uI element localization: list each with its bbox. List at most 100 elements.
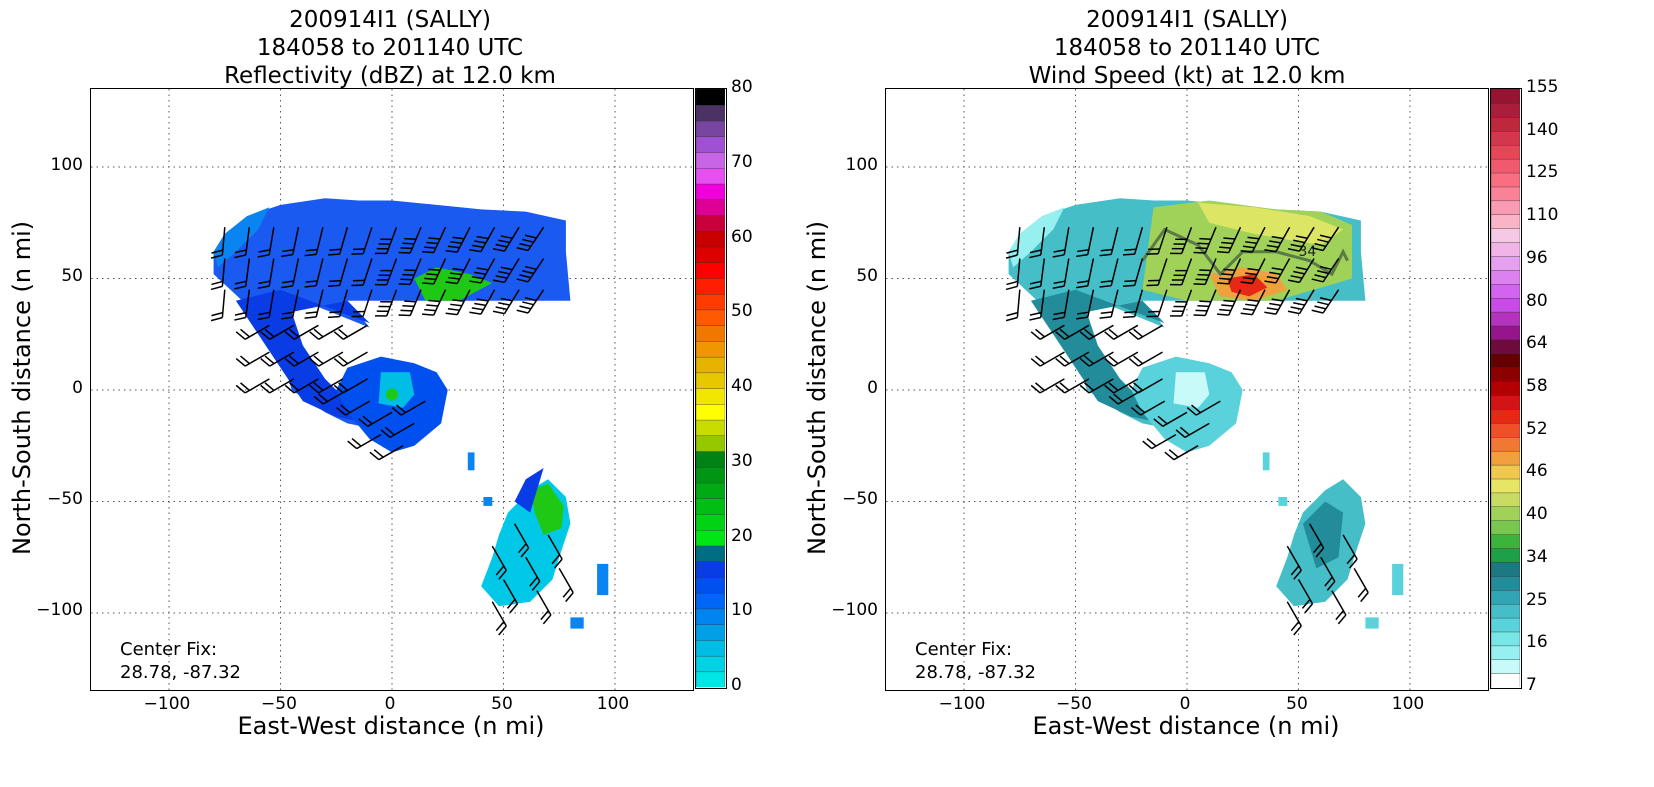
colorbar-swatch — [696, 104, 725, 122]
colorbar-swatch — [1491, 311, 1520, 327]
echo-region — [530, 483, 564, 535]
wind-barb — [547, 534, 563, 569]
colorbar-swatch — [1491, 213, 1520, 229]
colorbar-swatch — [696, 545, 725, 562]
colorbar-swatch — [696, 151, 725, 169]
wind-region — [1198, 202, 1344, 246]
colorbar-swatch — [1491, 422, 1520, 438]
colorbar-swatch — [696, 198, 725, 216]
wind-barb — [309, 351, 344, 367]
colorbar-swatch — [696, 136, 725, 153]
wind-region — [1008, 207, 1065, 268]
wind-barb — [516, 289, 545, 314]
colorbar-tick-label: 52 — [1526, 418, 1548, 439]
wind-barb — [1052, 289, 1070, 321]
colorbar-tick-label: 125 — [1526, 162, 1559, 183]
colorbar-swatch — [1491, 186, 1520, 202]
wind-barb — [1264, 226, 1291, 253]
y-tick-label: −50 — [842, 489, 878, 509]
colorbar-swatch — [1491, 255, 1520, 271]
reflectivity-map — [91, 89, 693, 690]
colorbar-tick-label: 30 — [731, 450, 753, 471]
colorbar-swatch — [1491, 116, 1520, 132]
y-tick-label: 0 — [72, 378, 83, 398]
wind-barb — [369, 445, 404, 461]
colorbar-swatch — [1491, 200, 1520, 215]
y-tick-label: 50 — [61, 266, 83, 286]
colorbar-swatch — [696, 450, 725, 468]
wind-barb — [234, 227, 251, 259]
wind-barb — [1175, 422, 1210, 439]
colorbar-swatch — [696, 497, 725, 515]
colorbar-swatch — [696, 261, 725, 279]
wind-barb — [422, 226, 447, 254]
colorbar-tick-label: 25 — [1526, 589, 1548, 610]
chart-title-line-2: 184058 to 201140 UTC — [1053, 35, 1321, 61]
wind-barb — [1142, 433, 1177, 450]
colorbar-swatch — [1491, 533, 1520, 549]
wind-barb — [284, 351, 319, 367]
wind-barb — [309, 324, 344, 340]
colorbar-tick-label: 60 — [731, 226, 753, 247]
wind-barb — [492, 258, 520, 284]
colorbar-swatch — [1491, 450, 1520, 466]
colorbar-swatch — [1491, 297, 1520, 313]
wind-barb — [336, 400, 371, 416]
wind-barb — [1099, 289, 1119, 319]
wind-barb — [235, 378, 270, 394]
wind-barb — [1108, 389, 1143, 405]
colorbar-swatch — [696, 183, 725, 200]
wind-barb — [327, 258, 349, 287]
wind-barb — [1146, 258, 1168, 287]
wind-barb — [1193, 258, 1217, 286]
colorbar-swatch — [1491, 492, 1520, 508]
echo-region — [378, 372, 415, 408]
wind-barb — [309, 378, 344, 394]
x-axis-label: East-West distance (n mi) — [237, 712, 545, 740]
wind-barb — [1164, 445, 1199, 461]
wind-barb — [1217, 258, 1242, 285]
colorbar-swatch — [1491, 478, 1520, 494]
wind-barb — [351, 289, 373, 318]
wind-barb — [351, 226, 373, 255]
wind-barb — [333, 351, 368, 367]
wind-barb — [1128, 351, 1163, 367]
colorbar-swatch — [1491, 102, 1520, 118]
colorbar-swatch — [1491, 172, 1520, 188]
colorbar-swatch — [1491, 589, 1520, 605]
colorbar-swatch — [696, 309, 725, 326]
wind-barb — [1153, 411, 1188, 427]
wind-barb — [1240, 226, 1266, 253]
wind-region — [1173, 372, 1210, 408]
colorbar-swatch — [1491, 158, 1520, 174]
wind-barb — [1320, 556, 1336, 591]
wind-barb — [1286, 545, 1302, 580]
colorbar-swatch — [696, 529, 725, 547]
wind-barb — [1287, 258, 1315, 284]
colorbar-swatch — [1491, 464, 1520, 480]
colorbar-swatch — [1491, 227, 1520, 243]
colorbar-swatch — [696, 214, 725, 232]
echo-region — [483, 497, 493, 506]
wind-barb — [1005, 289, 1021, 322]
wind-barb — [469, 226, 496, 253]
wind-barb — [1264, 289, 1291, 315]
colorbar-swatch — [696, 513, 725, 531]
chart-title-line-1: 200914I1 (SALLY) — [1086, 7, 1288, 33]
wind-barb — [492, 226, 520, 252]
y-axis-label: North-South distance (n mi) — [8, 220, 36, 555]
wind-barb — [558, 568, 574, 603]
wind-barb — [1122, 289, 1144, 319]
colorbar-swatch — [1491, 672, 1520, 687]
colorbar-swatch — [1491, 144, 1520, 160]
y-tick-label: −50 — [47, 489, 83, 509]
wind-barb — [234, 289, 251, 321]
wind-barb — [491, 545, 507, 580]
wind-barb — [260, 378, 295, 394]
colorbar-tick-label: 20 — [731, 525, 753, 546]
wind-barb — [1128, 324, 1163, 340]
wind-barb — [260, 324, 295, 340]
wind-region — [1278, 497, 1288, 506]
wind-barb — [1240, 258, 1266, 285]
wind-barb — [358, 411, 393, 427]
